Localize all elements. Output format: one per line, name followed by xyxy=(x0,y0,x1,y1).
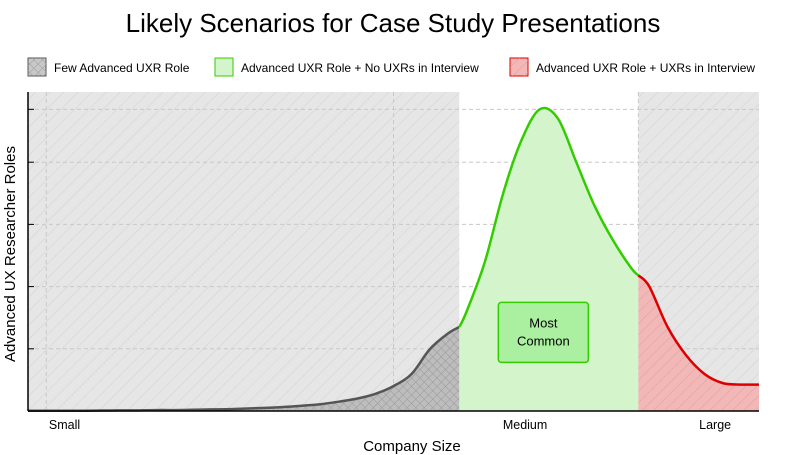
x-tick-label-small: Small xyxy=(49,418,80,432)
series-line-2 xyxy=(637,274,760,386)
chart-title: Likely Scenarios for Case Study Presenta… xyxy=(126,8,661,38)
legend-swatch-hatch-0 xyxy=(28,58,46,76)
y-axis-label: Advanced UX Researcher Roles xyxy=(2,146,19,362)
annotation-text-0: Most xyxy=(529,315,558,330)
series-line-1 xyxy=(458,106,640,328)
x-tick-label-large: Large xyxy=(699,418,731,432)
legend-label-0: Few Advanced UXR Role xyxy=(54,61,190,75)
x-tick-label-medium: Medium xyxy=(503,418,547,432)
plot-area: Small Medium Large Most Common xyxy=(27,92,760,432)
annotation-text-1: Common xyxy=(517,333,570,348)
legend-label-2: Advanced UXR Role + UXRs in Interview xyxy=(536,61,755,75)
x-axis-label: Company Size xyxy=(363,438,461,455)
annotation-box xyxy=(497,301,590,364)
legend-item-0: Few Advanced UXR Role xyxy=(27,57,190,77)
series-area-hatch-0 xyxy=(28,327,460,411)
legend-label-1: Advanced UXR Role + No UXRs in Interview xyxy=(241,61,479,75)
legend-swatch-1 xyxy=(214,57,234,77)
series-area-hatch-2 xyxy=(638,275,759,411)
legend-swatch-hatch-2 xyxy=(510,58,528,76)
shaded-region-hatch-0 xyxy=(28,92,460,411)
legend-item-2: Advanced UXR Role + UXRs in Interview xyxy=(509,57,755,77)
legend: Few Advanced UXR Role Advanced UXR Role +… xyxy=(27,57,755,77)
legend-item-1: Advanced UXR Role + No UXRs in Interview xyxy=(214,57,479,77)
